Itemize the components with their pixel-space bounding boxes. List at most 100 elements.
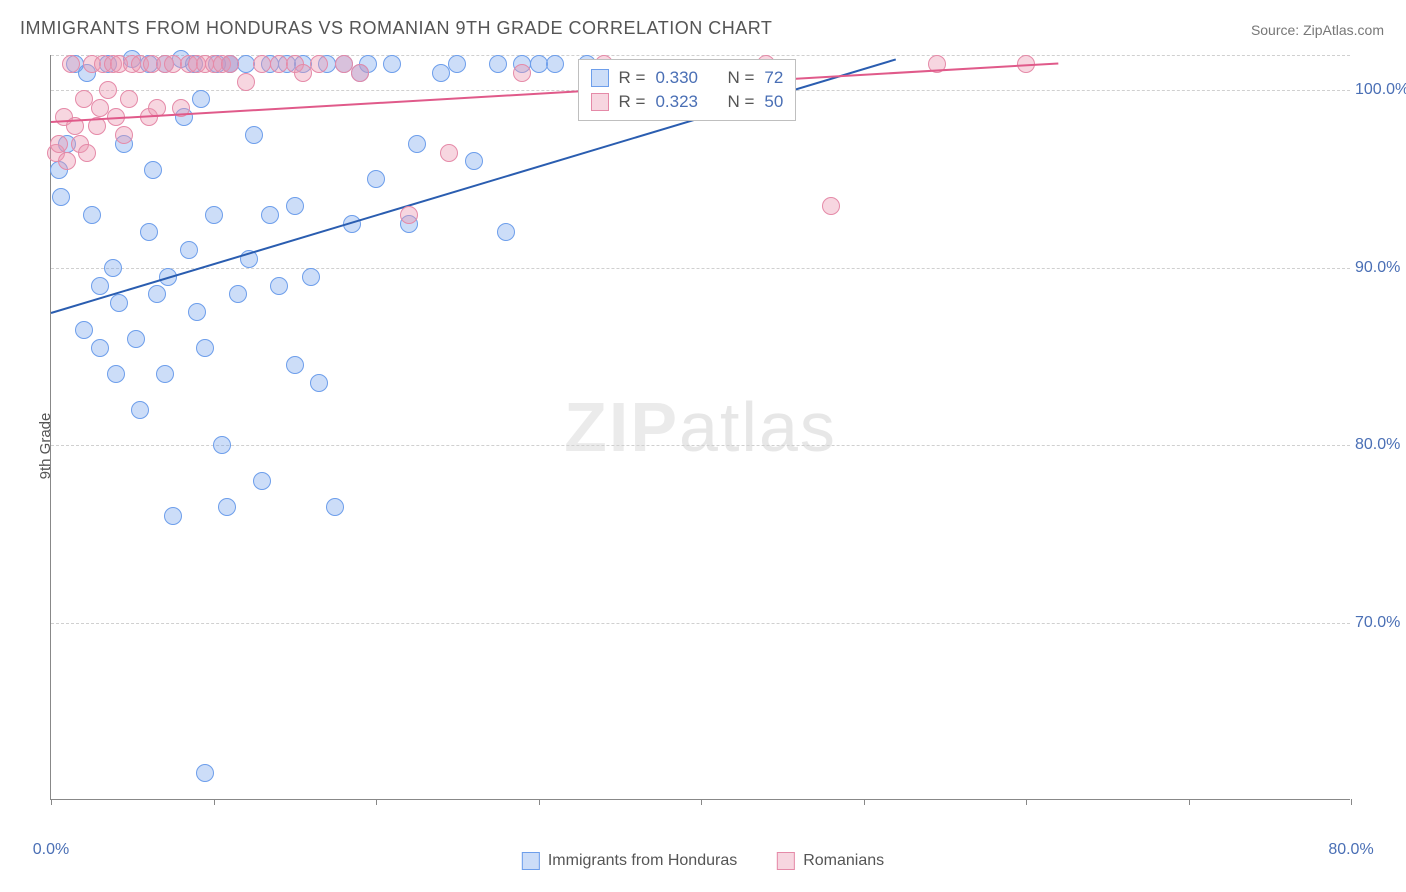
data-point: [351, 64, 369, 82]
legend-swatch: [591, 69, 609, 87]
y-tick-label: 70.0%: [1355, 614, 1406, 632]
y-tick-label: 80.0%: [1355, 436, 1406, 454]
data-point: [115, 126, 133, 144]
data-point: [245, 126, 263, 144]
legend-item: Immigrants from Honduras: [522, 852, 737, 870]
data-point: [188, 303, 206, 321]
x-tick: [51, 799, 52, 805]
legend-swatch: [777, 852, 795, 870]
data-point: [144, 161, 162, 179]
data-point: [253, 472, 271, 490]
data-point: [497, 223, 515, 241]
x-tick: [214, 799, 215, 805]
watermark-light: atlas: [679, 388, 837, 466]
x-tick: [1026, 799, 1027, 805]
data-point: [192, 90, 210, 108]
data-point: [822, 197, 840, 215]
data-point: [196, 339, 214, 357]
data-point: [140, 223, 158, 241]
stats-legend-row: R =0.330 N =72: [591, 66, 784, 90]
data-point: [180, 241, 198, 259]
watermark: ZIPatlas: [564, 387, 837, 467]
data-point: [383, 55, 401, 73]
x-tick-label: 80.0%: [1328, 841, 1373, 859]
stats-legend-row: R = 0.323 N = 50: [591, 90, 784, 114]
data-point: [237, 73, 255, 91]
data-point: [164, 507, 182, 525]
data-point: [546, 55, 564, 73]
gridline: [51, 623, 1350, 624]
x-tick: [539, 799, 540, 805]
data-point: [367, 170, 385, 188]
n-value: 72: [764, 68, 783, 88]
x-tick-label: 0.0%: [33, 841, 69, 859]
data-point: [205, 206, 223, 224]
data-point: [218, 498, 236, 516]
data-point: [432, 64, 450, 82]
data-point: [213, 436, 231, 454]
data-point: [83, 206, 101, 224]
data-point: [196, 764, 214, 782]
data-point: [104, 259, 122, 277]
n-label: N =: [727, 92, 754, 112]
data-point: [91, 277, 109, 295]
x-tick: [864, 799, 865, 805]
data-point: [440, 144, 458, 162]
data-point: [50, 135, 68, 153]
chart-title: IMMIGRANTS FROM HONDURAS VS ROMANIAN 9TH…: [20, 18, 772, 39]
data-point: [221, 55, 239, 73]
gridline: [51, 445, 1350, 446]
data-point: [52, 188, 70, 206]
data-point: [127, 330, 145, 348]
y-tick-label: 90.0%: [1355, 259, 1406, 277]
legend-swatch: [522, 852, 540, 870]
data-point: [261, 206, 279, 224]
gridline: [51, 268, 1350, 269]
data-point: [62, 55, 80, 73]
data-point: [400, 206, 418, 224]
x-tick: [701, 799, 702, 805]
data-point: [302, 268, 320, 286]
data-point: [91, 339, 109, 357]
data-point: [310, 55, 328, 73]
data-point: [120, 90, 138, 108]
r-value: 0.330: [655, 68, 698, 88]
plot-area: ZIPatlas 70.0%80.0%90.0%100.0%0.0%80.0%R…: [50, 55, 1350, 800]
data-point: [75, 321, 93, 339]
data-point: [156, 365, 174, 383]
data-point: [91, 99, 109, 117]
x-tick: [1189, 799, 1190, 805]
data-point: [310, 374, 328, 392]
data-point: [286, 356, 304, 374]
data-point: [286, 197, 304, 215]
data-point: [99, 81, 117, 99]
data-point: [489, 55, 507, 73]
legend-label: Immigrants from Honduras: [548, 852, 737, 870]
data-point: [513, 64, 531, 82]
watermark-bold: ZIP: [564, 388, 679, 466]
data-point: [78, 144, 96, 162]
data-point: [465, 152, 483, 170]
legend-label: Romanians: [803, 852, 884, 870]
data-point: [229, 285, 247, 303]
data-point: [107, 365, 125, 383]
data-point: [335, 55, 353, 73]
r-value: 0.323: [655, 92, 698, 112]
data-point: [326, 498, 344, 516]
y-tick-label: 100.0%: [1355, 81, 1406, 99]
x-tick: [1351, 799, 1352, 805]
data-point: [148, 285, 166, 303]
data-point: [270, 277, 288, 295]
legend-swatch: [591, 93, 609, 111]
data-point: [448, 55, 466, 73]
n-value: 50: [764, 92, 783, 112]
data-point: [58, 152, 76, 170]
data-point: [75, 90, 93, 108]
legend-bottom: Immigrants from Honduras Romanians: [522, 852, 884, 870]
stats-legend: R =0.330 N =72R = 0.323 N = 50: [578, 59, 797, 121]
data-point: [294, 64, 312, 82]
data-point: [408, 135, 426, 153]
data-point: [110, 294, 128, 312]
r-label: R =: [619, 92, 646, 112]
x-tick: [376, 799, 377, 805]
